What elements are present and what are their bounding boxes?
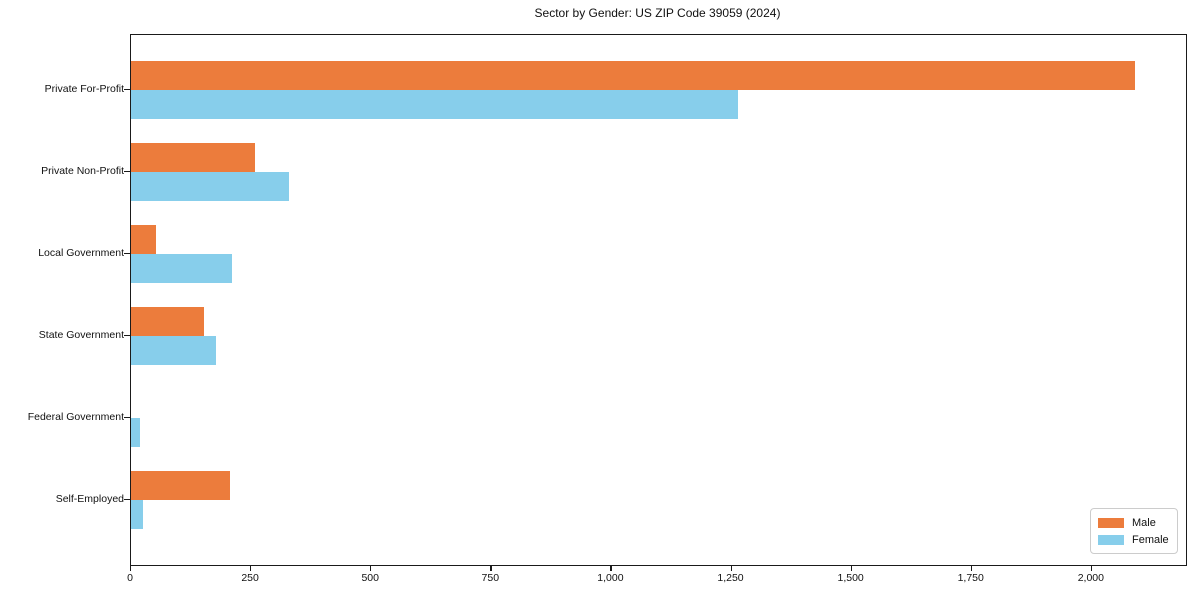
bar-male-state-government [131, 307, 205, 336]
x-tick-label: 0 [127, 572, 133, 584]
x-tick-mark [850, 565, 852, 571]
x-tick-mark [250, 565, 252, 571]
x-tick-mark [130, 565, 132, 571]
y-tick-label-local-government: Local Government [38, 247, 124, 259]
y-tick-mark [124, 253, 130, 255]
x-tick-mark [1090, 565, 1093, 571]
legend: Male Female [1090, 508, 1178, 554]
x-tick-mark [730, 565, 732, 571]
y-tick-label-federal-government: Federal Government [27, 411, 124, 423]
x-tick-mark [610, 565, 612, 571]
bar-male-local-government [131, 225, 157, 254]
bar-male-private-for-profit [131, 61, 1136, 90]
legend-item-male: Male [1098, 514, 1169, 531]
chart-title: Sector by Gender: US ZIP Code 39059 (202… [534, 6, 781, 20]
bar-male-private-non-profit [131, 143, 255, 172]
y-tick-label-private-non-profit: Private Non-Profit [41, 165, 124, 177]
bar-female-federal-government [131, 418, 140, 447]
bar-male-self-employed [131, 471, 231, 500]
x-tick-label: 1,250 [717, 572, 744, 584]
legend-swatch-female [1098, 534, 1124, 545]
legend-label-male: Male [1132, 516, 1156, 529]
bar-female-self-employed [131, 500, 144, 529]
y-tick-label-state-government: State Government [38, 329, 124, 341]
y-tick-label-self-employed: Self-Employed [55, 493, 124, 505]
plot-area [130, 34, 1187, 566]
x-tick-mark [490, 565, 492, 571]
y-tick-label-private-for-profit: Private For-Profit [44, 83, 124, 95]
x-tick-mark [970, 565, 972, 571]
x-tick-label: 1,750 [957, 572, 984, 584]
y-tick-mark [124, 499, 130, 501]
x-tick-label: 1,000 [597, 572, 624, 584]
y-tick-mark [124, 417, 130, 419]
legend-item-female: Female [1098, 531, 1169, 548]
x-tick-label: 1,500 [837, 572, 864, 584]
x-tick-label: 2,000 [1077, 572, 1104, 584]
x-tick-label: 500 [361, 572, 379, 584]
x-tick-mark [370, 565, 372, 571]
legend-swatch-male [1098, 517, 1124, 528]
bar-female-private-for-profit [131, 90, 738, 119]
bar-female-private-non-profit [131, 172, 290, 201]
y-tick-mark [124, 171, 130, 173]
x-tick-label: 750 [481, 572, 500, 584]
x-tick-label: 250 [241, 572, 259, 584]
y-tick-mark [124, 89, 130, 91]
legend-label-female: Female [1132, 533, 1169, 546]
bar-female-state-government [131, 336, 217, 365]
bar-female-local-government [131, 254, 232, 283]
y-tick-mark [124, 335, 130, 337]
